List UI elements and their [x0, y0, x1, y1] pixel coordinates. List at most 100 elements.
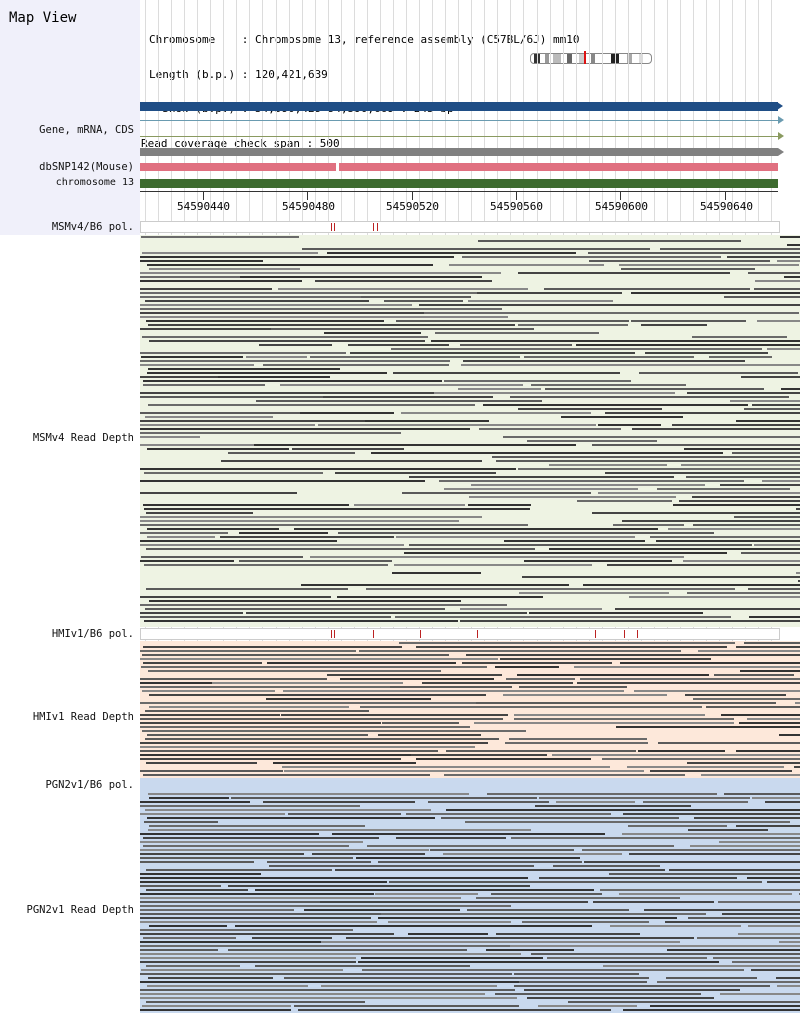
sequence-read — [140, 881, 387, 883]
hmi-pol-label[interactable]: HMIv1/B6 pol. — [51, 628, 134, 640]
sequence-read — [767, 881, 800, 883]
sequence-read — [777, 260, 800, 262]
snp-marker[interactable] — [477, 630, 478, 638]
sequence-read — [146, 1001, 365, 1003]
sequence-read — [140, 396, 325, 398]
sequence-read — [140, 921, 377, 923]
hmi-depth-label[interactable]: HMIv1 Read Depth — [32, 711, 134, 723]
sequence-read — [140, 424, 315, 426]
sequence-read — [748, 925, 800, 927]
sequence-read — [602, 758, 800, 760]
sequence-read — [396, 320, 629, 322]
sequence-read — [757, 320, 800, 322]
sequence-read — [598, 492, 800, 494]
gene-summary-bar[interactable] — [140, 148, 778, 156]
chromosome-ideogram[interactable] — [530, 53, 652, 64]
sequence-read — [148, 670, 441, 672]
sequence-read — [255, 965, 470, 967]
sequence-read — [147, 264, 433, 266]
sequence-read — [362, 969, 744, 971]
sequence-read — [487, 793, 717, 795]
sequence-read — [294, 528, 658, 530]
msm-read-depth-panel[interactable] — [140, 235, 800, 627]
sequence-read — [335, 472, 496, 474]
sequence-read — [140, 997, 517, 999]
sequence-read — [140, 560, 234, 562]
hmi-pol-track[interactable] — [140, 628, 780, 640]
snp-marker[interactable] — [595, 630, 596, 638]
sequence-read — [269, 865, 534, 867]
sequence-read — [522, 576, 800, 578]
sequence-read — [301, 584, 569, 586]
snp-marker[interactable] — [334, 223, 335, 231]
dbsnp-track-bar[interactable] — [140, 163, 778, 171]
sequence-read — [549, 464, 667, 466]
sequence-read — [518, 324, 628, 326]
sequence-read — [657, 488, 790, 490]
snp-marker[interactable] — [373, 630, 374, 638]
gene-track-bar[interactable] — [140, 102, 778, 111]
snp-marker[interactable] — [331, 630, 332, 638]
sequence-read — [388, 921, 511, 923]
snp-marker[interactable] — [334, 630, 335, 638]
sequence-read — [694, 817, 800, 819]
pgn-pol-label[interactable]: PGN2v1/B6 pol. — [45, 779, 134, 791]
sequence-read — [140, 432, 401, 434]
msm-pol-track[interactable] — [140, 221, 780, 233]
sequence-read — [147, 528, 279, 530]
sequence-read — [748, 588, 800, 590]
sequence-read — [462, 256, 721, 258]
sequence-read — [145, 416, 273, 418]
sequence-read — [395, 616, 731, 618]
dbsnp-track-label[interactable]: dbSNP142(Mouse) — [39, 161, 134, 173]
sequence-read — [140, 492, 297, 494]
cds-track-line[interactable] — [140, 136, 778, 137]
snp-marker[interactable] — [331, 223, 332, 231]
sequence-read — [631, 320, 746, 322]
pgn-depth-label[interactable]: PGN2v1 Read Depth — [26, 904, 134, 916]
sequence-read — [495, 993, 701, 995]
sequence-read — [732, 961, 800, 963]
sequence-read — [143, 937, 236, 939]
sequence-read — [140, 953, 521, 955]
sequence-read — [511, 837, 800, 839]
sequence-read — [140, 412, 305, 414]
sequence-read — [627, 766, 784, 768]
sequence-read — [239, 532, 328, 534]
sequence-read — [140, 650, 356, 652]
hmi-read-depth-panel[interactable] — [140, 641, 800, 778]
info-coverage-span: Read coverage check span : 500 — [141, 136, 340, 150]
sequence-read — [544, 288, 750, 290]
snp-marker[interactable] — [420, 630, 421, 638]
sequence-read — [535, 805, 691, 807]
sequence-read — [240, 276, 482, 278]
snp-marker[interactable] — [377, 223, 378, 231]
chromosome-track-bar[interactable] — [140, 179, 778, 188]
sequence-read — [324, 332, 421, 334]
sequence-read — [358, 961, 719, 963]
sequence-read — [687, 592, 800, 594]
sequence-read — [148, 368, 340, 370]
gene-track-label[interactable]: Gene, mRNA, CDS — [39, 124, 134, 136]
snp-marker[interactable] — [624, 630, 625, 638]
sequence-read — [693, 698, 800, 700]
sequence-read — [422, 682, 573, 684]
sequence-read — [577, 682, 800, 684]
sequence-read — [350, 352, 635, 354]
sequence-read — [146, 512, 253, 514]
snp-marker[interactable] — [373, 223, 374, 231]
sequence-read — [419, 304, 800, 306]
sequence-read — [620, 662, 800, 664]
snp-marker[interactable] — [637, 630, 638, 638]
sequence-read — [140, 754, 418, 756]
sequence-read — [255, 889, 594, 891]
mrna-track-line[interactable] — [140, 120, 778, 121]
sequence-read — [327, 674, 502, 676]
msm-pol-label[interactable]: MSMv4/B6 pol. — [51, 221, 134, 233]
sequence-read — [531, 953, 800, 955]
pgn-pol-track[interactable] — [140, 778, 800, 792]
msm-depth-label[interactable]: MSMv4 Read Depth — [32, 432, 134, 444]
pgn-read-depth-panel[interactable] — [140, 792, 800, 1013]
sequence-read — [140, 392, 435, 394]
sequence-read — [767, 348, 800, 350]
